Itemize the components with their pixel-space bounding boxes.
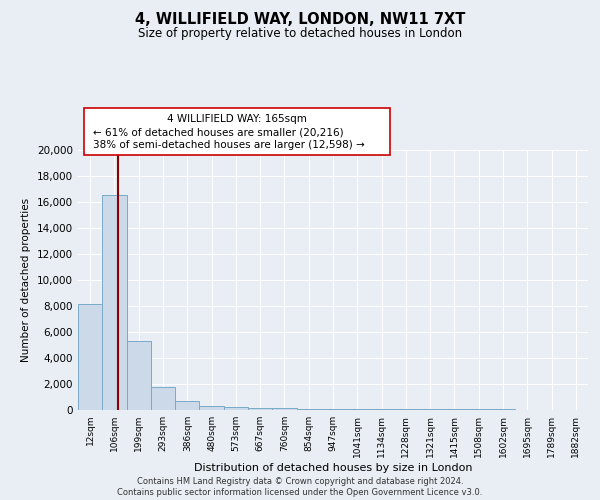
- Bar: [199, 406, 224, 410]
- Bar: [127, 341, 151, 410]
- Bar: [151, 386, 175, 410]
- Bar: [394, 409, 418, 410]
- Text: 4, WILLIFIELD WAY, LONDON, NW11 7XT: 4, WILLIFIELD WAY, LONDON, NW11 7XT: [135, 12, 465, 28]
- X-axis label: Distribution of detached houses by size in London: Distribution of detached houses by size …: [194, 462, 472, 472]
- Text: ← 61% of detached houses are smaller (20,216): ← 61% of detached houses are smaller (20…: [93, 128, 344, 138]
- Bar: [78, 304, 102, 410]
- Bar: [345, 409, 370, 410]
- Bar: [248, 408, 272, 410]
- Y-axis label: Number of detached properties: Number of detached properties: [22, 198, 31, 362]
- Bar: [370, 409, 394, 410]
- Text: 4 WILLIFIELD WAY: 165sqm: 4 WILLIFIELD WAY: 165sqm: [167, 114, 307, 124]
- Text: Contains public sector information licensed under the Open Government Licence v3: Contains public sector information licen…: [118, 488, 482, 497]
- Bar: [175, 401, 199, 410]
- Bar: [224, 407, 248, 410]
- Bar: [321, 409, 345, 410]
- Text: Contains HM Land Registry data © Crown copyright and database right 2024.: Contains HM Land Registry data © Crown c…: [137, 476, 463, 486]
- Bar: [296, 408, 321, 410]
- Text: Size of property relative to detached houses in London: Size of property relative to detached ho…: [138, 28, 462, 40]
- Bar: [272, 408, 296, 410]
- Text: 38% of semi-detached houses are larger (12,598) →: 38% of semi-detached houses are larger (…: [93, 140, 365, 150]
- Bar: [102, 195, 127, 410]
